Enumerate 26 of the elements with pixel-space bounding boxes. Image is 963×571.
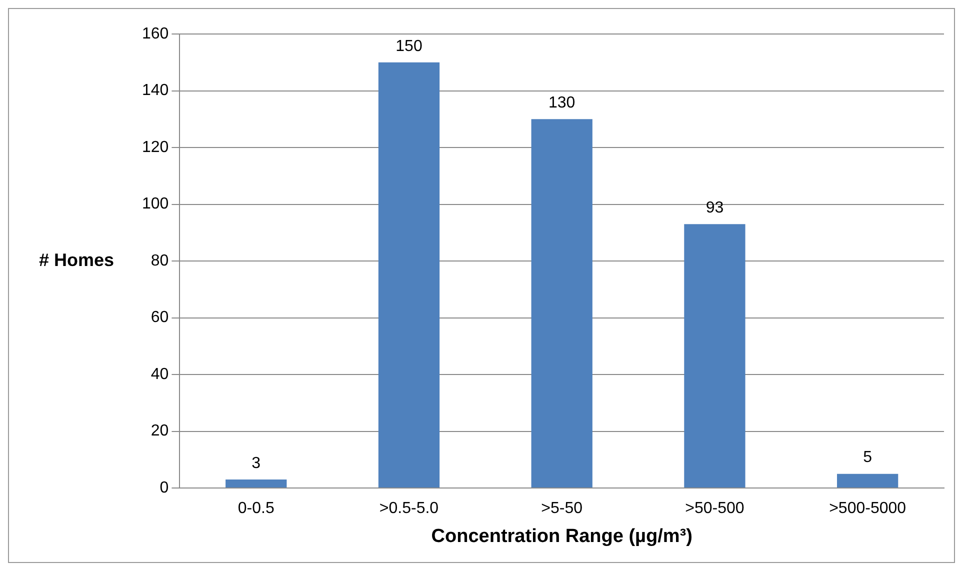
bar xyxy=(684,224,746,488)
bar xyxy=(378,62,440,488)
y-tick-label: 160 xyxy=(142,25,169,42)
x-tick-label: >5-50 xyxy=(541,500,583,518)
x-tick-label: 0-0.5 xyxy=(238,500,274,518)
data-label: 93 xyxy=(706,200,724,217)
y-tick-label: 100 xyxy=(142,196,169,213)
x-tick-label: >500-5000 xyxy=(829,500,906,518)
bar xyxy=(531,119,592,488)
x-tick-label: >0.5-5.0 xyxy=(379,500,439,518)
x-tick-label: >50-500 xyxy=(685,500,744,518)
y-tick-label: 140 xyxy=(142,82,169,100)
y-tick-label: 120 xyxy=(142,138,169,156)
y-tick-label: 20 xyxy=(150,422,169,440)
y-tick-label: 0 xyxy=(160,479,169,496)
x-axis-title: Concentration Range (µg/m³) xyxy=(431,526,692,547)
y-tick-label: 80 xyxy=(150,252,169,270)
y-tick-label: 40 xyxy=(150,366,169,383)
bar xyxy=(226,479,287,488)
data-label: 5 xyxy=(863,449,872,466)
data-label: 3 xyxy=(252,454,261,472)
y-tick-label: 60 xyxy=(150,309,169,326)
data-label: 130 xyxy=(548,94,576,112)
data-label: 150 xyxy=(396,38,422,55)
bar xyxy=(837,474,898,488)
y-axis-title: # Homes xyxy=(39,250,114,270)
